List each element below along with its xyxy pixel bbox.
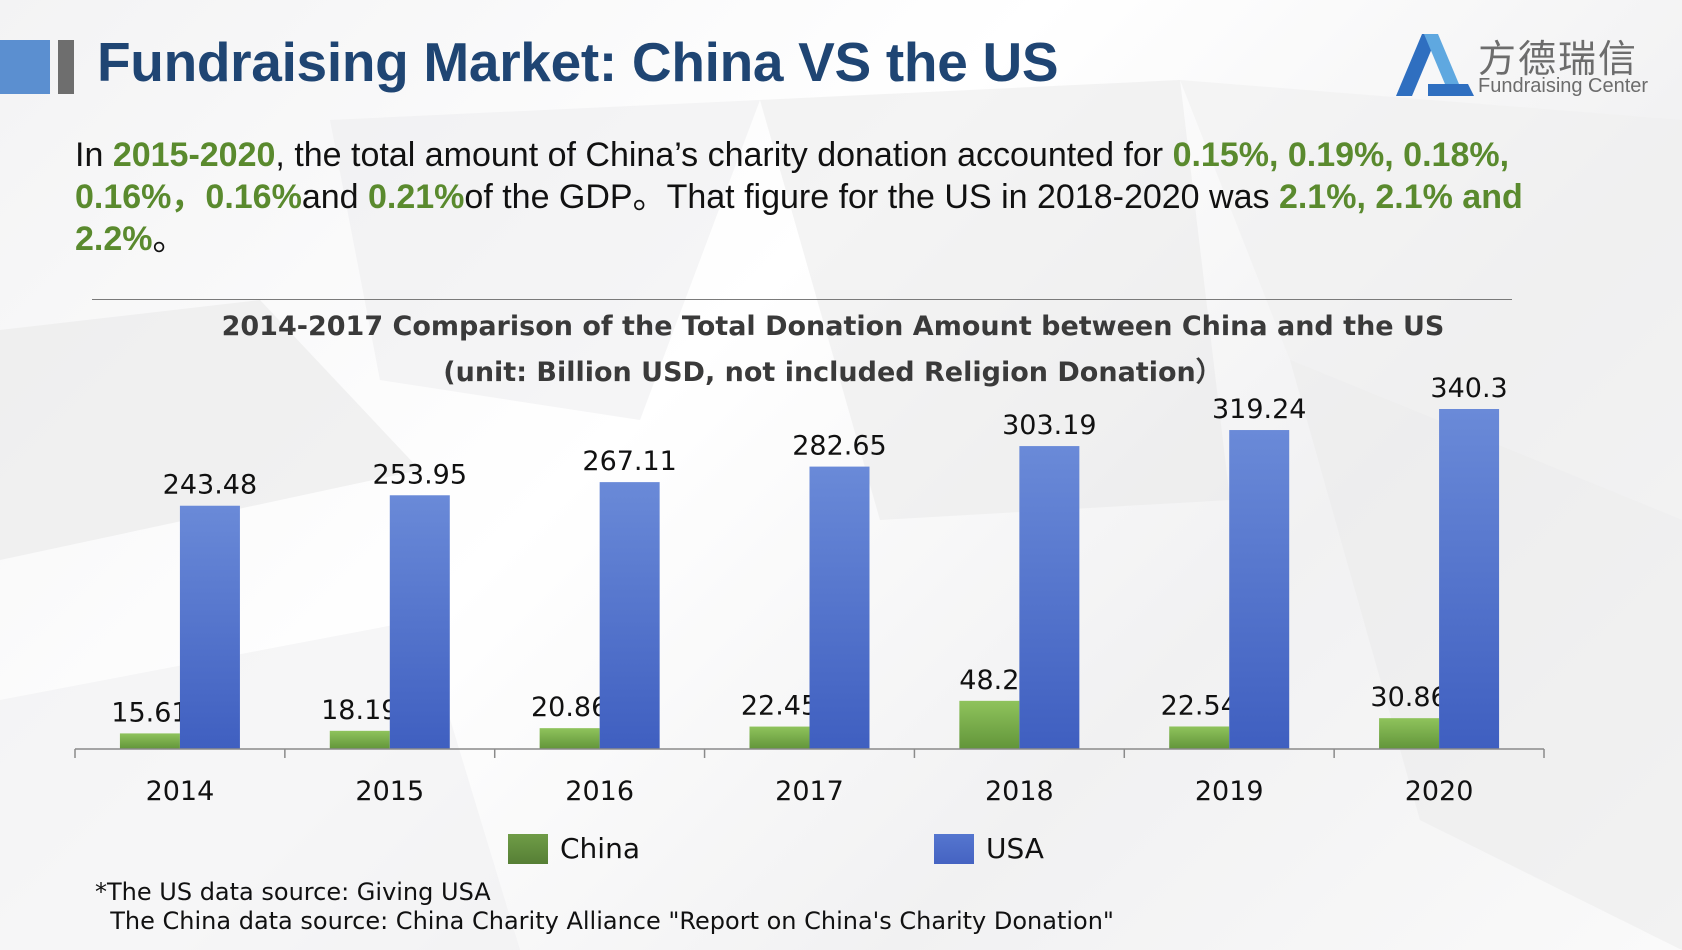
data-label-china-2018: 48.2 [959,665,1019,696]
bar-usa-2019 [1229,430,1290,749]
data-label-usa-2017: 282.65 [792,431,886,462]
bar-usa-2015 [389,495,450,749]
title-accent-gray [58,40,74,94]
bar-usa-2016 [599,482,660,749]
footnote-us-source: *The US data source: Giving USA [95,878,491,906]
x-tick-label-2020: 2020 [1405,776,1474,807]
data-label-china-2015: 18.19 [321,695,398,726]
intro-paragraph: In 2015-2020, the total amount of China’… [75,134,1615,260]
bar-china-2014 [119,733,180,749]
x-tick-label-2014: 2014 [146,776,215,807]
data-label-china-2019: 22.54 [1161,690,1238,721]
x-tick-label-2017: 2017 [775,776,844,807]
legend-label-china: China [560,832,640,865]
x-tick-label-2015: 2015 [355,776,424,807]
bar-china-2020 [1379,718,1440,749]
page-title: Fundraising Market: China VS the US [97,31,1059,93]
legend-label-usa: USA [986,832,1044,865]
data-label-china-2020: 30.86 [1370,682,1447,713]
bar-usa-2020 [1439,409,1500,749]
footnote-china-source: The China data source: China Charity All… [95,907,1114,935]
data-label-usa-2014: 243.48 [163,470,257,501]
data-label-usa-2018: 303.19 [1002,410,1096,441]
data-label-usa-2020: 340.3 [1430,373,1507,404]
data-label-usa-2016: 267.11 [582,446,676,477]
x-tick-label-2019: 2019 [1195,776,1264,807]
chart-top-divider [92,299,1512,300]
intro-text-3: and [301,178,368,216]
logo-chinese-text: 方德瑞信 [1478,37,1639,81]
data-label-usa-2015: 253.95 [373,459,467,490]
bar-usa-2017 [809,466,870,749]
legend-swatch-china [508,833,548,864]
chart-subtitle: (unit: Billion USD, not included Religio… [443,357,1222,388]
intro-text-2: , the total amount of China’s charity do… [275,136,1173,174]
footnote: *The US data source: Giving USA The Chin… [95,878,1114,936]
intro-highlight-2020-percent: 0.21% [368,178,465,216]
logo-english-text: Fundraising Center [1478,75,1649,97]
data-label-usa-2019: 319.24 [1212,394,1306,425]
intro-highlight-years: 2015-2020 [112,136,276,174]
legend-swatch-usa [934,833,974,864]
title-accent-blue [0,40,50,94]
x-tick-label-2018: 2018 [985,776,1054,807]
bar-usa-2014 [179,505,240,749]
bar-china-2018 [959,700,1020,749]
bar-china-2017 [749,726,810,749]
bar-china-2016 [539,728,600,749]
bar-china-2019 [1169,726,1230,749]
data-label-china-2014: 15.61 [111,697,188,728]
bar-usa-2018 [1019,446,1080,749]
intro-text-1: In [75,136,113,174]
data-label-china-2017: 22.45 [741,691,818,722]
intro-text-5: 。 [152,220,187,258]
bar-china-2015 [329,730,390,749]
legend-item-usa: USA [934,832,1044,865]
intro-text-4: of the GDP。That figure for the US in 201… [464,178,1279,216]
chart-title: 2014-2017 Comparison of the Total Donati… [222,311,1445,342]
fundraising-center-logo [1396,34,1474,96]
intro-highlight-us-percents: 2.1%, 2.1% and 2.2% [75,178,1523,258]
x-tick-label-2016: 2016 [565,776,634,807]
data-label-china-2016: 20.86 [531,692,608,723]
legend-item-china: China [508,832,640,865]
intro-highlight-china-percents: 0.15%, 0.19%, 0.18%, 0.16%，0.16% [75,136,1510,216]
